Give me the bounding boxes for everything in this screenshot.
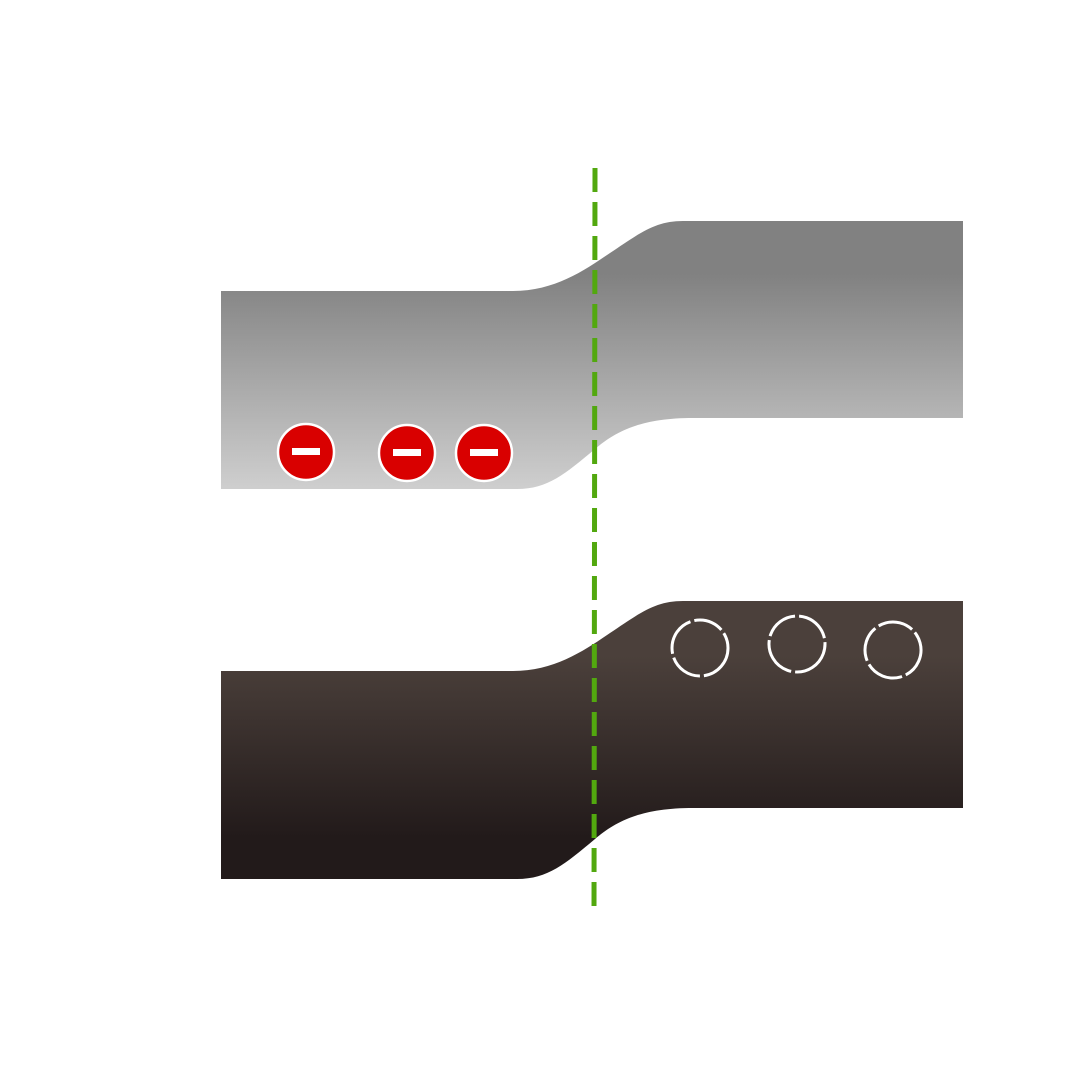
electron-2 <box>377 423 437 483</box>
electron-1 <box>276 422 336 482</box>
electron-3-minus-icon <box>470 449 498 456</box>
lower-band <box>221 601 963 879</box>
electron-1-minus-icon <box>292 448 320 455</box>
hole-1 <box>670 618 730 678</box>
hole-group <box>670 614 923 680</box>
interface-dashed-line <box>591 167 598 913</box>
hole-3 <box>863 620 923 680</box>
electron-2-minus-icon <box>393 449 421 456</box>
upper-band <box>221 221 963 489</box>
electron-group <box>276 422 514 483</box>
hole-2 <box>767 614 827 674</box>
electron-3 <box>454 423 514 483</box>
